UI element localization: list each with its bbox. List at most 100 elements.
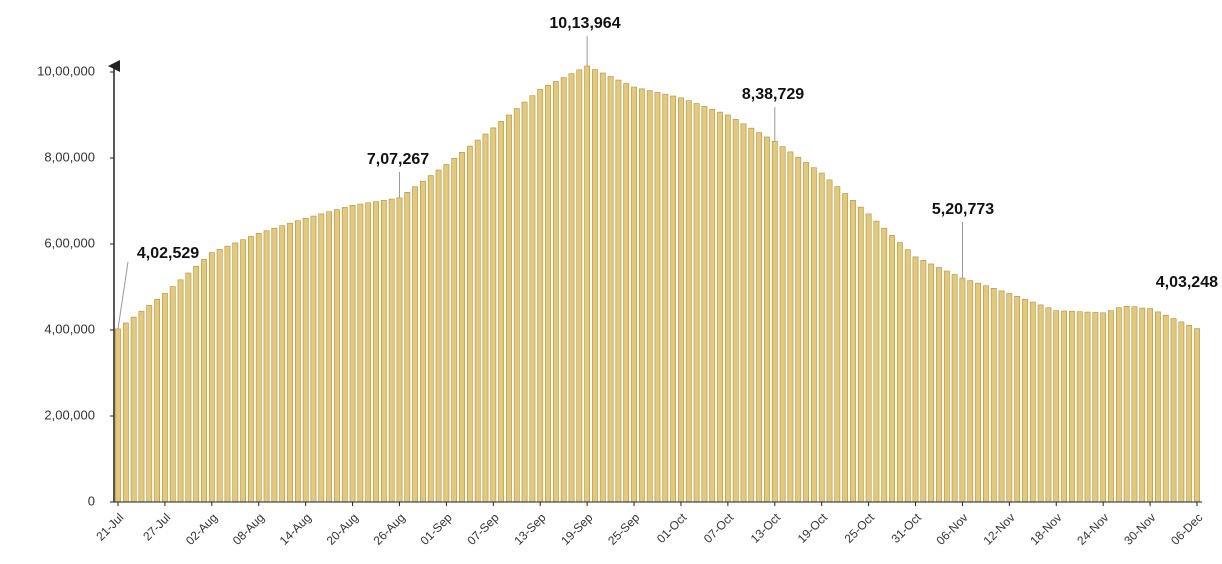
bar <box>529 95 536 503</box>
bar <box>216 249 223 503</box>
bar <box>732 119 739 503</box>
bar <box>928 263 935 503</box>
x-tick-label: 24-Nov <box>1074 510 1111 547</box>
bar <box>521 101 528 503</box>
bar <box>1170 318 1177 503</box>
bar <box>545 85 551 503</box>
data-label: 5,20,773 <box>932 201 994 218</box>
bar <box>654 92 661 503</box>
bar <box>803 162 809 503</box>
bar <box>717 111 723 503</box>
bar <box>771 141 778 503</box>
bar <box>427 175 434 503</box>
x-tick-label: 30-Nov <box>1121 510 1158 547</box>
bar <box>404 192 411 503</box>
bar <box>576 69 583 503</box>
bar <box>224 245 231 503</box>
x-tick-label: 06-Dec <box>1168 510 1205 547</box>
bar <box>1155 311 1161 503</box>
bar <box>990 287 997 503</box>
bar <box>130 316 137 503</box>
bar <box>1194 328 1200 503</box>
x-tick-label: 25-Oct <box>842 510 878 546</box>
bar <box>318 213 325 503</box>
bar <box>1014 296 1021 503</box>
bar <box>122 322 129 503</box>
bar <box>850 199 856 503</box>
x-tick-label: 06-Nov <box>934 510 971 547</box>
bar <box>615 79 622 503</box>
bar <box>896 242 903 503</box>
bar <box>263 230 270 503</box>
bar <box>1037 304 1044 503</box>
bar <box>1123 306 1130 503</box>
bar <box>881 227 888 503</box>
bar <box>232 242 239 503</box>
bar <box>154 299 160 503</box>
y-tick-label: 0 <box>88 493 95 508</box>
bar <box>420 180 426 503</box>
bar <box>607 76 614 503</box>
bar <box>1092 312 1099 503</box>
x-tick-label: 21-Jul <box>93 510 126 543</box>
y-tick-label: 10,00,000 <box>37 63 95 78</box>
bar <box>373 201 379 503</box>
bar <box>513 108 520 503</box>
bar <box>552 81 559 503</box>
bar <box>795 156 802 503</box>
bar <box>592 69 598 503</box>
bar <box>779 146 786 503</box>
bar <box>1029 301 1036 503</box>
bar <box>982 285 989 503</box>
bar <box>474 139 481 503</box>
x-tick-label: 01-Sep <box>417 510 454 547</box>
bar <box>1162 314 1169 503</box>
bar <box>201 259 207 503</box>
bar <box>466 145 473 503</box>
bar <box>818 172 825 503</box>
bar <box>787 151 794 503</box>
bar <box>560 77 567 503</box>
bar <box>998 290 1005 503</box>
x-tick-label: 13-Oct <box>748 510 784 546</box>
bar <box>341 207 348 503</box>
bar <box>177 279 184 503</box>
bar <box>138 310 145 503</box>
bar <box>271 227 278 503</box>
data-label: 4,02,529 <box>137 245 199 262</box>
bar <box>912 256 919 503</box>
bar <box>279 225 286 503</box>
bar <box>1100 312 1107 503</box>
bar <box>1061 310 1067 503</box>
bar <box>412 186 419 503</box>
bar <box>357 203 364 503</box>
bar <box>169 286 176 503</box>
bar <box>1022 298 1028 503</box>
bar <box>678 97 684 503</box>
y-tick-label: 2,00,000 <box>44 407 95 422</box>
x-tick-label: 07-Sep <box>464 510 501 547</box>
bar <box>506 114 512 503</box>
bar <box>1131 306 1138 503</box>
bar <box>498 121 505 503</box>
bar <box>451 158 458 503</box>
data-label: 10,13,964 <box>549 15 620 32</box>
y-tick-label: 6,00,000 <box>44 235 95 250</box>
bar <box>834 186 841 503</box>
bar <box>967 280 974 503</box>
bar <box>146 304 153 503</box>
bar <box>826 179 833 503</box>
bar <box>365 202 372 503</box>
bar <box>1139 307 1146 503</box>
bar <box>810 167 817 503</box>
bar <box>349 205 356 503</box>
x-tick-label: 26-Aug <box>371 510 408 547</box>
x-tick-label: 08-Aug <box>230 510 267 547</box>
bar <box>287 222 293 503</box>
bar <box>1108 310 1114 503</box>
bar <box>638 88 645 503</box>
bar <box>904 249 911 503</box>
bar <box>936 267 942 503</box>
x-tick-label: 31-Oct <box>889 510 925 546</box>
